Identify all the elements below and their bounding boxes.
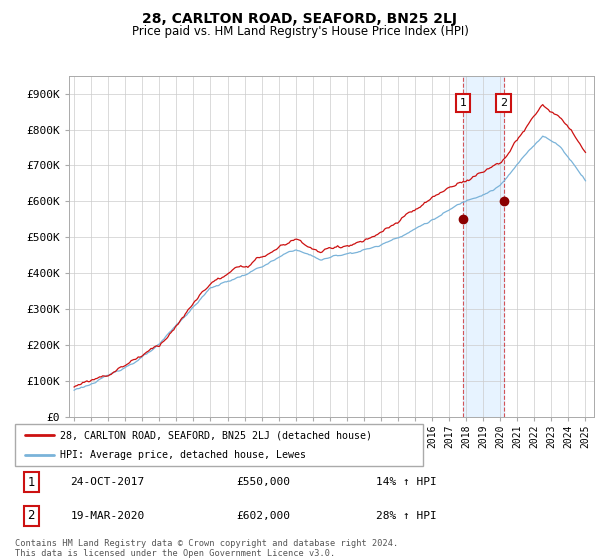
Text: Price paid vs. HM Land Registry's House Price Index (HPI): Price paid vs. HM Land Registry's House … [131,25,469,38]
Text: HPI: Average price, detached house, Lewes: HPI: Average price, detached house, Lewe… [60,450,306,460]
Text: 2: 2 [500,98,508,108]
Text: 28, CARLTON ROAD, SEAFORD, BN25 2LJ: 28, CARLTON ROAD, SEAFORD, BN25 2LJ [143,12,458,26]
Text: £550,000: £550,000 [236,477,290,487]
Bar [463,76,504,417]
Text: 19-MAR-2020: 19-MAR-2020 [70,511,145,521]
Text: 1: 1 [28,475,35,488]
FancyBboxPatch shape [15,424,423,466]
Text: 24-OCT-2017: 24-OCT-2017 [70,477,145,487]
Text: 2: 2 [28,510,35,522]
Text: 28% ↑ HPI: 28% ↑ HPI [376,511,437,521]
Text: 1: 1 [460,98,466,108]
Text: Contains HM Land Registry data © Crown copyright and database right 2024.
This d: Contains HM Land Registry data © Crown c… [15,539,398,558]
Text: 14% ↑ HPI: 14% ↑ HPI [376,477,437,487]
Text: 28, CARLTON ROAD, SEAFORD, BN25 2LJ (detached house): 28, CARLTON ROAD, SEAFORD, BN25 2LJ (det… [60,430,372,440]
Text: £602,000: £602,000 [236,511,290,521]
